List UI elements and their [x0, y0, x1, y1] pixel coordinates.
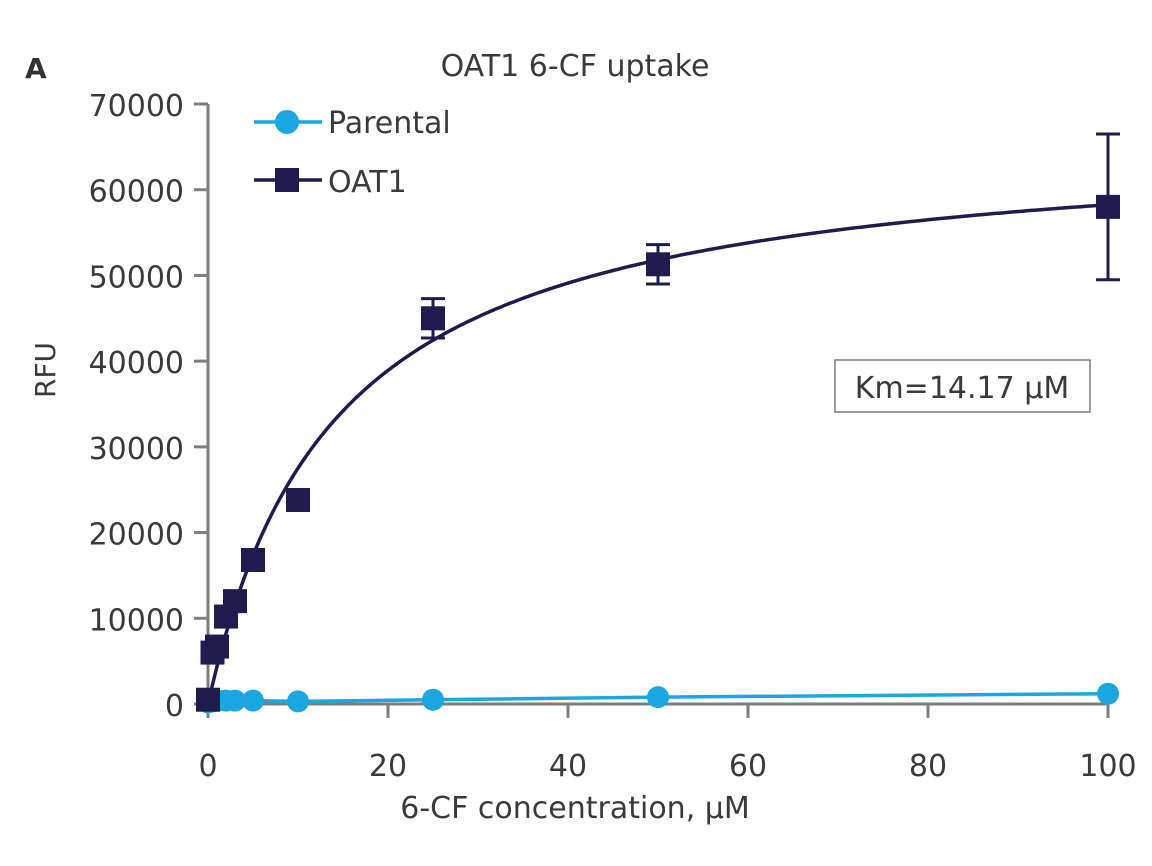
x-tick-label: 60 [729, 749, 767, 784]
data-point-oat1 [241, 548, 265, 572]
chart-title: OAT1 6-CF uptake [441, 49, 710, 84]
data-point-oat1 [205, 634, 229, 659]
data-markers [196, 194, 1120, 714]
km-annotation: Km=14.17 μM [834, 359, 1091, 413]
x-tick-label: 40 [549, 749, 587, 784]
data-point-parental [287, 690, 309, 713]
legend-label-oat1: OAT1 [328, 165, 407, 200]
legend: Parental OAT1 [254, 106, 451, 200]
axes: 0 10000 20000 30000 40000 50000 60000 70000 0 20 4… [89, 89, 1137, 784]
error-bars [421, 132, 1120, 340]
data-point-parental [1097, 682, 1119, 705]
y-tick-label: 50000 [89, 260, 184, 295]
y-tick-label: 0 [165, 689, 184, 724]
panel-label: A [25, 52, 47, 85]
legend-label-parental: Parental [328, 106, 451, 141]
y-tick-label: 30000 [89, 432, 184, 467]
x-tick-label: 100 [1079, 749, 1136, 784]
data-point-parental [224, 689, 246, 712]
data-point-parental [647, 686, 669, 709]
y-tick-label: 60000 [89, 175, 184, 210]
x-tick-label: 0 [198, 749, 217, 784]
km-annotation-box [834, 359, 1091, 413]
legend-marker-oat1 [275, 168, 299, 192]
y-axis-label: RFU [29, 342, 62, 398]
data-point-oat1 [286, 488, 310, 512]
data-point-oat1 [223, 589, 247, 614]
x-tick-label: 80 [909, 749, 947, 784]
y-tick-label: 70000 [89, 89, 184, 124]
x-tick-label: 20 [369, 749, 407, 784]
data-point-parental [422, 688, 444, 711]
data-point-parental [242, 689, 264, 712]
data-point-oat1 [646, 252, 670, 277]
data-point-oat1 [196, 687, 220, 712]
y-tick-label: 10000 [89, 603, 184, 638]
data-point-oat1 [1096, 194, 1120, 219]
x-axis-label: 6-CF concentration, μM [400, 791, 749, 826]
data-point-oat1 [421, 306, 445, 331]
y-tick-label: 20000 [89, 518, 184, 553]
y-tick-label: 40000 [89, 346, 184, 381]
km-annotation-text: Km=14.17 μM [855, 371, 1069, 406]
legend-marker-parental [275, 110, 299, 134]
